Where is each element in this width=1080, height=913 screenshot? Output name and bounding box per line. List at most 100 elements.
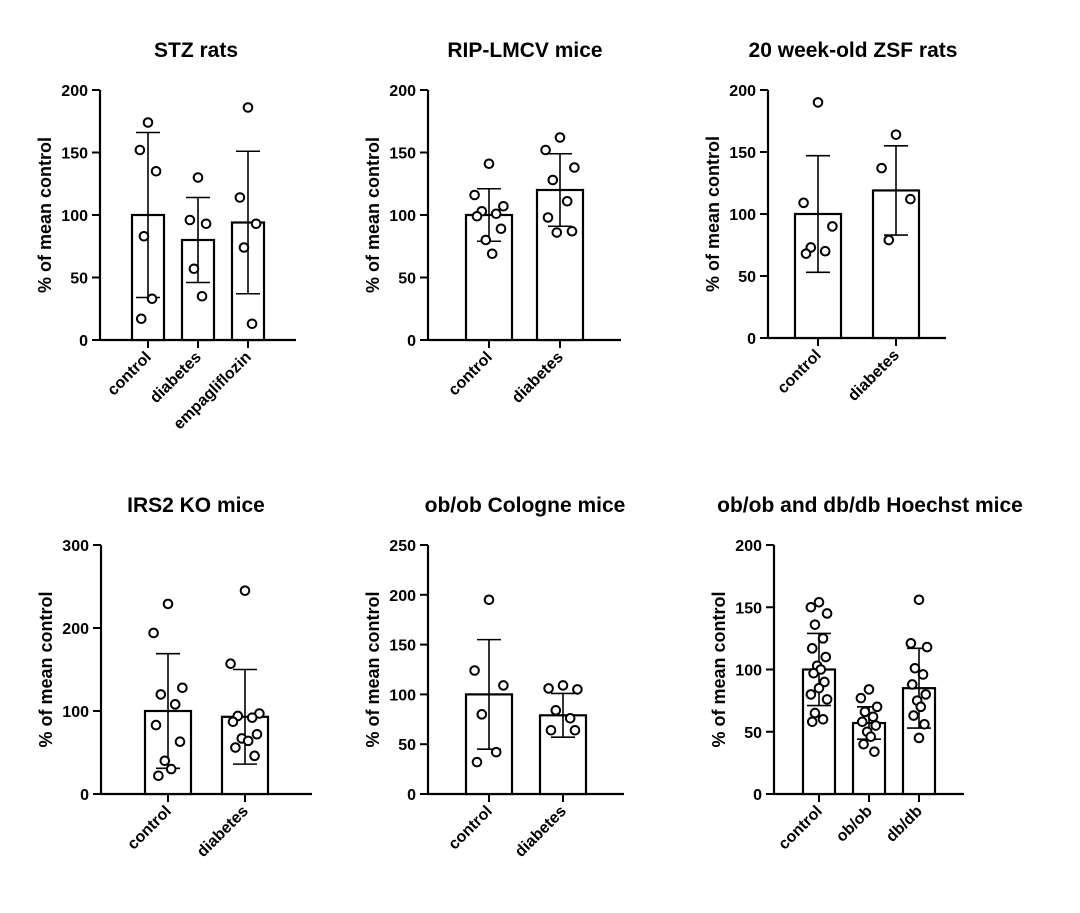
data-point xyxy=(813,596,825,608)
data-point xyxy=(540,144,551,156)
x-category-label: diabetes xyxy=(194,803,252,861)
data-point xyxy=(196,290,208,302)
data-point xyxy=(919,718,930,730)
data-point xyxy=(543,683,554,694)
chart-panel-1: STZ rats % of mean control 0 50 100 150 200 con… xyxy=(35,39,296,433)
data-point xyxy=(561,195,573,207)
y-tick-label: 200 xyxy=(735,538,762,555)
data-point xyxy=(812,97,824,108)
y-tick-label: 200 xyxy=(729,83,756,100)
data-point xyxy=(242,735,254,747)
y-tick-label: 150 xyxy=(729,145,756,162)
y-tick-label: 100 xyxy=(729,207,756,224)
data-point xyxy=(809,707,821,719)
y-tick-label: 0 xyxy=(80,787,89,804)
chart-title: STZ rats xyxy=(154,39,238,62)
y-tick-label: 200 xyxy=(62,621,89,638)
y-tick-label: 200 xyxy=(389,83,416,100)
data-point xyxy=(550,705,562,716)
y-tick-label: 100 xyxy=(61,208,88,225)
data-point xyxy=(909,662,921,674)
x-category-label: control xyxy=(104,349,154,399)
data-point xyxy=(808,667,819,679)
data-point xyxy=(865,731,877,743)
data-point xyxy=(806,716,818,728)
y-tick-label: 50 xyxy=(398,737,416,754)
data-point xyxy=(471,756,483,768)
y-tick-label: 50 xyxy=(744,725,762,742)
data-point xyxy=(142,117,154,128)
chart-panel-5: ob/ob Cologne mice % of mean control 0 50 10… xyxy=(363,494,625,861)
data-point xyxy=(551,227,563,238)
chart-title: ob/ob and db/db Hoechst mice xyxy=(717,494,1023,517)
data-point xyxy=(249,750,260,762)
y-tick-label: 0 xyxy=(79,333,88,350)
y-tick-label: 150 xyxy=(61,146,88,163)
data-point xyxy=(819,245,831,257)
data-point xyxy=(821,694,833,705)
y-tick-label: 300 xyxy=(62,538,89,555)
data-point xyxy=(566,225,578,237)
data-point xyxy=(913,732,925,744)
data-point xyxy=(251,728,263,740)
y-tick-label: 50 xyxy=(398,271,416,288)
data-point xyxy=(805,689,817,700)
data-point xyxy=(545,724,557,736)
data-point xyxy=(883,234,895,246)
chart-title: IRS2 KO mice xyxy=(127,494,265,517)
data-point xyxy=(913,594,925,606)
x-category-label: control xyxy=(445,349,495,399)
data-point xyxy=(869,746,880,757)
data-point xyxy=(250,218,262,230)
data-point xyxy=(855,692,867,704)
data-point xyxy=(806,643,818,654)
data-point xyxy=(557,680,569,691)
y-tick-label: 50 xyxy=(70,271,88,288)
y-axis-label: % of mean control xyxy=(709,591,729,747)
y-tick-label: 150 xyxy=(735,600,762,617)
x-category-label: ob/ob xyxy=(833,803,876,846)
y-tick-label: 200 xyxy=(61,83,88,100)
data-point xyxy=(135,313,147,325)
y-tick-label: 0 xyxy=(747,331,756,348)
data-point xyxy=(798,197,809,209)
data-point xyxy=(490,208,502,220)
y-tick-label: 50 xyxy=(738,269,756,286)
data-point xyxy=(188,263,200,275)
data-point xyxy=(817,633,829,644)
y-tick-label: 100 xyxy=(62,704,89,721)
x-category-label: diabetes xyxy=(845,347,903,405)
y-tick-label: 100 xyxy=(735,663,762,680)
y-axis-label: % of mean control xyxy=(363,591,383,747)
data-point xyxy=(480,234,492,246)
data-point xyxy=(871,701,883,713)
data-point xyxy=(483,158,495,170)
y-tick-label: 150 xyxy=(389,146,416,163)
x-category-label: diabetes xyxy=(509,349,567,407)
chart-panel-4: IRS2 KO mice % of mean control 0 100 200 300 c… xyxy=(36,494,312,861)
chart-panel-3: 20 week-old ZSF rats % of mean control 0 50… xyxy=(703,39,957,405)
data-point xyxy=(876,162,887,174)
data-point xyxy=(238,242,250,253)
data-point xyxy=(159,755,171,767)
data-point xyxy=(915,701,927,713)
data-point xyxy=(542,212,554,223)
data-point xyxy=(239,585,251,596)
data-point xyxy=(564,713,576,724)
y-tick-label: 250 xyxy=(389,538,416,555)
data-point xyxy=(870,720,882,731)
data-point xyxy=(569,162,580,173)
y-axis-label: % of mean control xyxy=(703,136,723,292)
data-point xyxy=(827,221,838,232)
data-point xyxy=(498,680,509,691)
data-point xyxy=(476,709,488,720)
chart-title: 20 week-old ZSF rats xyxy=(749,39,958,62)
y-axis-label: % of mean control xyxy=(36,591,56,747)
data-point xyxy=(813,682,825,694)
data-point xyxy=(890,129,902,140)
chart-panel-6: ob/ob and db/db Hoechst mice % of mean co… xyxy=(709,494,1023,853)
data-point xyxy=(805,601,817,613)
data-point xyxy=(820,651,832,663)
data-point xyxy=(486,248,498,260)
y-tick-label: 0 xyxy=(407,787,416,804)
